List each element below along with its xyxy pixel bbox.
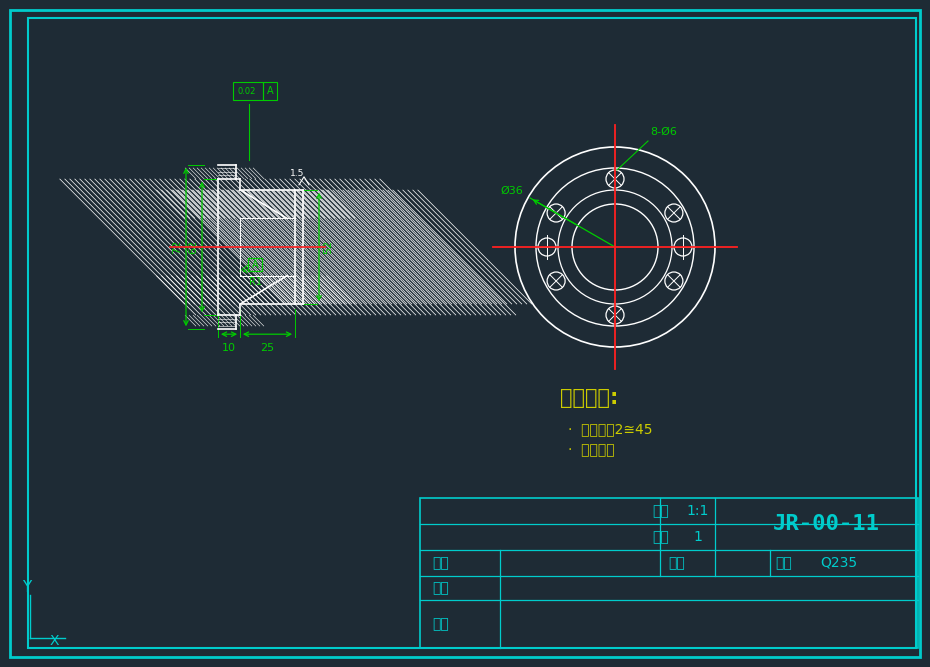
Bar [420, 498, 918, 648]
Bar [233, 82, 263, 100]
Text: 描图: 描图 [432, 581, 449, 595]
Text: 技术要求:: 技术要求: [560, 388, 618, 408]
Text: 1.5: 1.5 [290, 169, 304, 178]
Text: 比例: 比例 [652, 504, 669, 518]
Text: Q235: Q235 [820, 556, 857, 570]
Bar [218, 315, 240, 326]
Text: 1: 1 [693, 530, 702, 544]
Bar [218, 179, 240, 315]
Bar [240, 190, 295, 218]
Text: 制图: 制图 [432, 556, 449, 570]
Text: 材料: 材料 [775, 556, 791, 570]
Text: 0.02: 0.02 [238, 87, 256, 95]
Text: 8-Ø6: 8-Ø6 [650, 127, 677, 137]
Text: Y: Y [22, 580, 32, 596]
Text: A: A [252, 260, 259, 270]
Bar [240, 275, 295, 304]
Text: 1:1: 1:1 [686, 504, 709, 518]
Text: 10: 10 [222, 344, 236, 354]
Text: ·  未注倒角2≅45: · 未注倒角2≅45 [568, 422, 653, 436]
Text: 审核: 审核 [432, 617, 449, 631]
Text: JR-00-11: JR-00-11 [773, 514, 880, 534]
Text: 件数: 件数 [652, 530, 669, 544]
Text: R1: R1 [249, 277, 262, 287]
Text: 72: 72 [172, 240, 182, 254]
Text: 25: 25 [260, 344, 274, 354]
Text: ·  清除毛刺: · 清除毛刺 [568, 443, 615, 457]
Bar [263, 82, 277, 100]
Text: Ø36: Ø36 [500, 186, 523, 196]
Text: 52: 52 [323, 240, 333, 254]
Bar [248, 258, 262, 271]
Text: 重量: 重量 [668, 556, 684, 570]
Text: 62: 62 [188, 240, 198, 254]
Bar [218, 168, 240, 179]
Text: X: X [50, 634, 60, 648]
Text: A: A [267, 86, 273, 96]
Bar [295, 190, 303, 304]
